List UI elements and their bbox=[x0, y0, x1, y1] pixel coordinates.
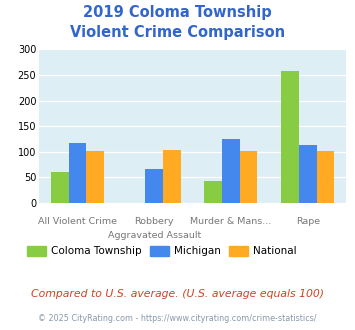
Text: Violent Crime Comparison: Violent Crime Comparison bbox=[70, 25, 285, 40]
Bar bbox=[299, 145, 317, 203]
Bar bbox=[281, 71, 299, 203]
Bar bbox=[51, 172, 69, 203]
Text: Rape: Rape bbox=[296, 217, 320, 226]
Bar bbox=[86, 151, 104, 203]
Text: All Violent Crime: All Violent Crime bbox=[38, 217, 117, 226]
Text: © 2025 CityRating.com - https://www.cityrating.com/crime-statistics/: © 2025 CityRating.com - https://www.city… bbox=[38, 314, 317, 323]
Bar bbox=[240, 151, 257, 203]
Text: Compared to U.S. average. (U.S. average equals 100): Compared to U.S. average. (U.S. average … bbox=[31, 289, 324, 299]
Bar bbox=[204, 181, 222, 203]
Bar bbox=[222, 139, 240, 203]
Bar bbox=[163, 150, 181, 203]
Text: Murder & Mans...: Murder & Mans... bbox=[190, 217, 272, 226]
Text: Aggravated Assault: Aggravated Assault bbox=[108, 231, 201, 240]
Text: 2019 Coloma Township: 2019 Coloma Township bbox=[83, 5, 272, 20]
Legend: Coloma Township, Michigan, National: Coloma Township, Michigan, National bbox=[23, 242, 301, 260]
Bar bbox=[317, 151, 334, 203]
Text: Robbery: Robbery bbox=[135, 217, 174, 226]
Bar bbox=[146, 169, 163, 203]
Bar bbox=[69, 143, 86, 203]
